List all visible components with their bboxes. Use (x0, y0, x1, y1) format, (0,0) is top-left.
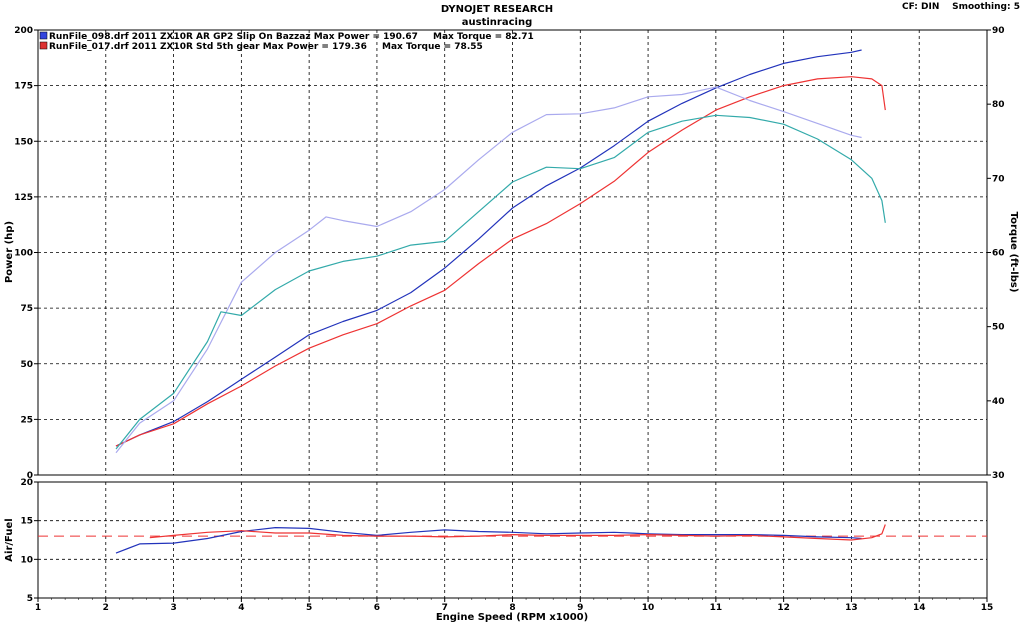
x-tick-label: 11 (710, 603, 723, 613)
series-layer (38, 49, 987, 554)
y-axis-label-afr: Air/Fuel (4, 518, 15, 561)
x-tick-label: 8 (509, 603, 515, 613)
smoothing-label: Smoothing: 5 (952, 2, 1020, 12)
legend-text-runfile-098: RunFile_098.drf 2011 ZX10R AR GP2 Slip O… (49, 32, 418, 42)
x-tick-label: 14 (913, 603, 926, 613)
y-tick-label-power: 100 (14, 249, 33, 259)
y-tick-label-power: 150 (14, 137, 33, 147)
y-tick-label-torque: 70 (992, 174, 1005, 184)
y-tick-label-torque: 60 (992, 249, 1005, 259)
x-tick-label: 9 (577, 603, 583, 613)
y-tick-label-torque: 50 (992, 323, 1005, 333)
y-tick-label-torque: 30 (992, 471, 1005, 481)
ticks-layer: 1 2 3 4 5 6 7 8 9 10 11 12 13 14 150255075100125150175… (14, 26, 1004, 613)
cf-label: CF: DIN (902, 2, 939, 12)
y-axis-label-power: Power (hp) (4, 221, 15, 283)
y-tick-label-afr: 10 (20, 555, 33, 565)
y-tick-label-power: 125 (14, 193, 33, 203)
chart-title: DYNOJET RESEARCH (441, 4, 553, 15)
y-tick-label-power: 50 (20, 360, 33, 370)
chart-subtitle: austinracing (462, 17, 532, 28)
x-tick-label: 2 (103, 603, 109, 613)
x-tick-label: 12 (777, 603, 790, 613)
y-tick-label-power: 0 (27, 471, 33, 481)
y-tick-label-power: 25 (20, 415, 33, 425)
legend-swatch-runfile-017 (39, 41, 48, 50)
legend-torque-runfile-017: Max Torque = 78.55 (382, 42, 483, 52)
afr-curve-runfile-098 (115, 526, 862, 554)
x-axis-label: Engine Speed (RPM x1000) (436, 612, 588, 623)
afr-curve-runfile-017 (149, 524, 886, 541)
y-tick-label-torque: 80 (992, 100, 1005, 110)
x-tick-label: 4 (238, 603, 244, 613)
y-tick-label-power: 75 (20, 304, 33, 314)
power-curve-runfile-098 (115, 49, 862, 447)
x-tick-label: 10 (642, 603, 655, 613)
legend-torque-runfile-098: Max Torque = 82.71 (433, 32, 534, 42)
y-tick-label-torque: 40 (992, 397, 1005, 407)
y-axis-label-torque: Torque (ft-lbs) (1008, 212, 1019, 293)
x-tick-label: 3 (170, 603, 176, 613)
y-tick-label-power: 175 (14, 82, 33, 92)
x-tick-label: 13 (845, 603, 858, 613)
legend-swatch-runfile-098 (39, 31, 48, 40)
y-tick-label-torque: 90 (992, 26, 1005, 36)
y-tick-label-power: 200 (14, 26, 33, 36)
x-tick-label: 5 (306, 603, 312, 613)
torque-curve-runfile-098 (115, 86, 862, 454)
legend-text-runfile-017: RunFile_017.drf 2011 ZX10R Std 5th gear … (49, 42, 367, 52)
y-tick-label-afr: 5 (27, 594, 33, 604)
grid-layer (38, 30, 987, 598)
y-tick-label-afr: 20 (20, 478, 33, 488)
x-tick-label: 6 (374, 603, 380, 613)
x-tick-label: 1 (35, 603, 41, 613)
power-curve-runfile-017 (115, 76, 886, 447)
x-tick-label: 15 (981, 603, 994, 613)
x-tick-label: 7 (442, 603, 448, 613)
torque-curve-runfile-017 (115, 114, 886, 450)
y-tick-label-afr: 15 (20, 517, 33, 527)
